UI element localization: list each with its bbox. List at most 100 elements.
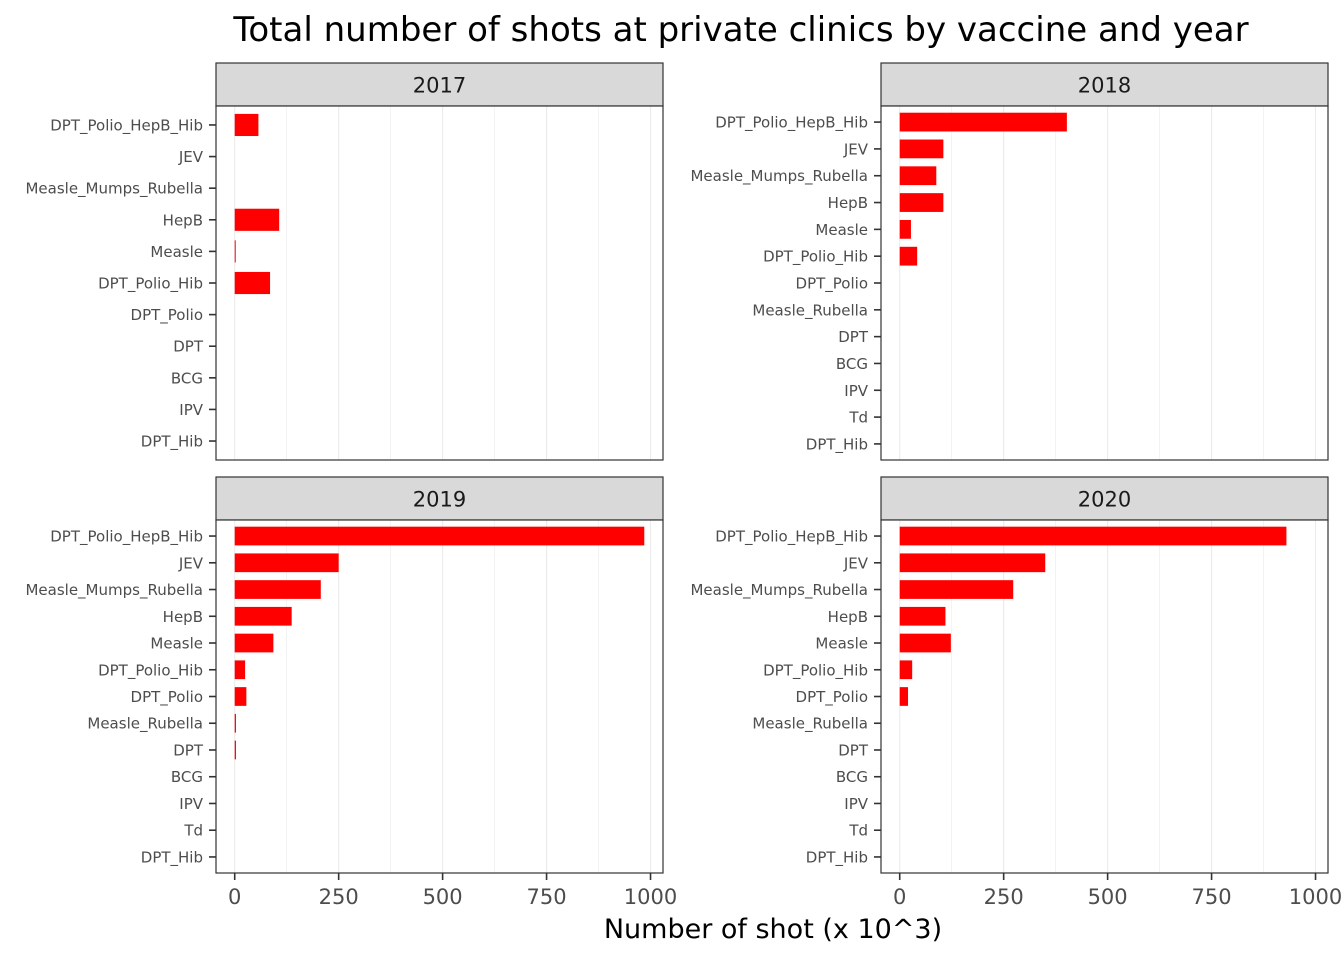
facet-panel-2017: 2017 DPT_Polio_HepB_Hib JEV Measle_Mumps_Ru… [25, 62, 664, 461]
x-tick-label: 750 [527, 885, 567, 909]
x-axis-label: Number of shot (x 10^3) [604, 914, 942, 945]
facet-panel-2018: 2018 DPT_Polio_HepB_Hib JEV Measle_Mumps_Ru… [690, 62, 1329, 461]
y-tick-label: IPV [179, 795, 203, 813]
gridlines [899, 106, 1317, 460]
panel-background [216, 520, 663, 873]
y-tick-label: DPT_Polio_HepB_Hib [50, 116, 203, 135]
y-tick-label: BCG [171, 369, 203, 387]
bar-DPT_Polio_Hib [234, 271, 271, 295]
y-tick-label: DPT_Polio_HepB_Hib [50, 528, 203, 547]
x-tick-label: 500 [423, 885, 463, 909]
y-tick-label: JEV [178, 554, 204, 572]
chart-panels: 2017 DPT_Polio_HepB_Hib JEV Measle_Mumps_Ru… [25, 62, 1342, 909]
y-tick-label: Measle_Rubella [752, 301, 868, 320]
x-tick-label: 750 [1192, 885, 1232, 909]
panel-border [215, 519, 664, 874]
panel-border [880, 519, 1329, 874]
x-tick-label: 500 [1088, 885, 1128, 909]
y-tick-label: HepB [163, 608, 203, 626]
y-tick-label: DPT_Hib [806, 848, 868, 867]
x-tick-label: 0 [228, 885, 241, 909]
y-tick-label: Measle_Rubella [752, 715, 868, 734]
bar-Measle [899, 633, 951, 653]
y-tick-label: BCG [836, 768, 868, 786]
facet-strip [215, 476, 664, 521]
y-tick-label: DPT [838, 741, 869, 759]
bar-JEV [899, 553, 1046, 573]
bar-DPT_Polio_HepB_Hib [899, 526, 1287, 546]
bar-Measle_Mumps_Rubella [899, 166, 937, 186]
bar-Measle_Mumps_Rubella [234, 580, 321, 599]
chart-title: Total number of shots at private clinics… [232, 10, 1248, 50]
y-tick-label: DPT [173, 338, 204, 356]
bar-HepB [899, 193, 944, 212]
y-tick-label: BCG [836, 355, 868, 373]
y-tick-label: Measle [150, 635, 203, 653]
y-tick-label: Td [183, 822, 203, 840]
y-tick-label: DPT_Polio [796, 275, 868, 294]
bar-DPT_Polio [234, 687, 247, 706]
y-tick-label: DPT_Polio_HepB_Hib [715, 114, 868, 133]
y-tick-label: DPT_Polio_Hib [98, 661, 203, 680]
y-tick-label: DPT [838, 328, 869, 346]
y-tick-label: JEV [843, 140, 869, 158]
bar-HepB [234, 208, 280, 231]
facet-strip-label: 2017 [413, 74, 466, 98]
y-tick-label: Td [848, 409, 868, 427]
y-tick-label: Measle_Mumps_Rubella [25, 180, 203, 199]
y-tick-label: DPT_Polio_HepB_Hib [715, 528, 868, 547]
bar-HepB [899, 606, 946, 626]
bar-DPT_Polio_Hib [899, 246, 918, 266]
bar-Measle [234, 633, 274, 653]
panel-background [881, 520, 1328, 873]
bar-Measle [234, 240, 236, 263]
y-tick-label: HepB [163, 211, 203, 229]
y-tick-label: DPT_Hib [141, 848, 203, 867]
panel-border [880, 105, 1329, 461]
panel-background [881, 106, 1328, 460]
bar-DPT_Polio_Hib [234, 660, 246, 680]
y-tick-label: DPT_Polio_Hib [763, 248, 868, 267]
y-tick-label: DPT_Polio_Hib [763, 661, 868, 680]
gridlines [234, 106, 652, 460]
x-tick-label: 1000 [1289, 885, 1342, 909]
panel-border [215, 105, 664, 461]
facet-strip-label: 2019 [413, 488, 466, 512]
y-tick-label: IPV [179, 401, 203, 419]
y-tick-label: Measle_Mumps_Rubella [690, 167, 868, 186]
bar-Measle_Mumps_Rubella [899, 580, 1014, 599]
facet-strip [880, 62, 1329, 107]
y-tick-label: Measle [150, 243, 203, 261]
x-tick-label: 0 [893, 885, 906, 909]
x-tick-label: 250 [319, 885, 359, 909]
y-tick-label: DPT_Polio [796, 688, 868, 707]
y-tick-label: DPT_Polio_Hib [98, 275, 203, 294]
bar-DPT_Polio [899, 687, 909, 706]
y-tick-label: IPV [844, 795, 868, 813]
y-tick-label: Measle_Rubella [87, 715, 203, 734]
y-tick-label: DPT [173, 741, 204, 759]
bar-Measle_Rubella [234, 713, 236, 733]
bar-DPT_Polio_Hib [899, 660, 913, 680]
y-tick-label: DPT_Polio [131, 688, 203, 707]
facet-panel-2019: 2019 DPT_Polio_HepB_Hib JEV Measle_Mumps_Ru… [25, 476, 677, 909]
bar-DPT_Polio_HepB_Hib [234, 526, 645, 546]
y-tick-label: HepB [828, 194, 868, 212]
x-tick-label: 250 [984, 885, 1024, 909]
bar-HepB [234, 606, 292, 626]
y-tick-label: Measle_Mumps_Rubella [690, 581, 868, 600]
y-tick-label: BCG [171, 768, 203, 786]
bar-DPT [234, 740, 236, 760]
facet-strip-label: 2018 [1078, 74, 1131, 98]
y-tick-label: DPT_Hib [141, 433, 203, 452]
facet-strip-label: 2020 [1078, 488, 1131, 512]
bar-DPT_Polio_HepB_Hib [899, 112, 1067, 132]
bar-Measle [899, 219, 911, 239]
y-tick-label: IPV [844, 382, 868, 400]
panel-background [216, 106, 663, 460]
y-tick-label: Measle_Mumps_Rubella [25, 581, 203, 600]
facet-panel-2020: 2020 DPT_Polio_HepB_Hib JEV Measle_Mumps_Ru… [690, 476, 1342, 909]
y-tick-label: Measle [815, 635, 868, 653]
bar-JEV [899, 139, 944, 159]
